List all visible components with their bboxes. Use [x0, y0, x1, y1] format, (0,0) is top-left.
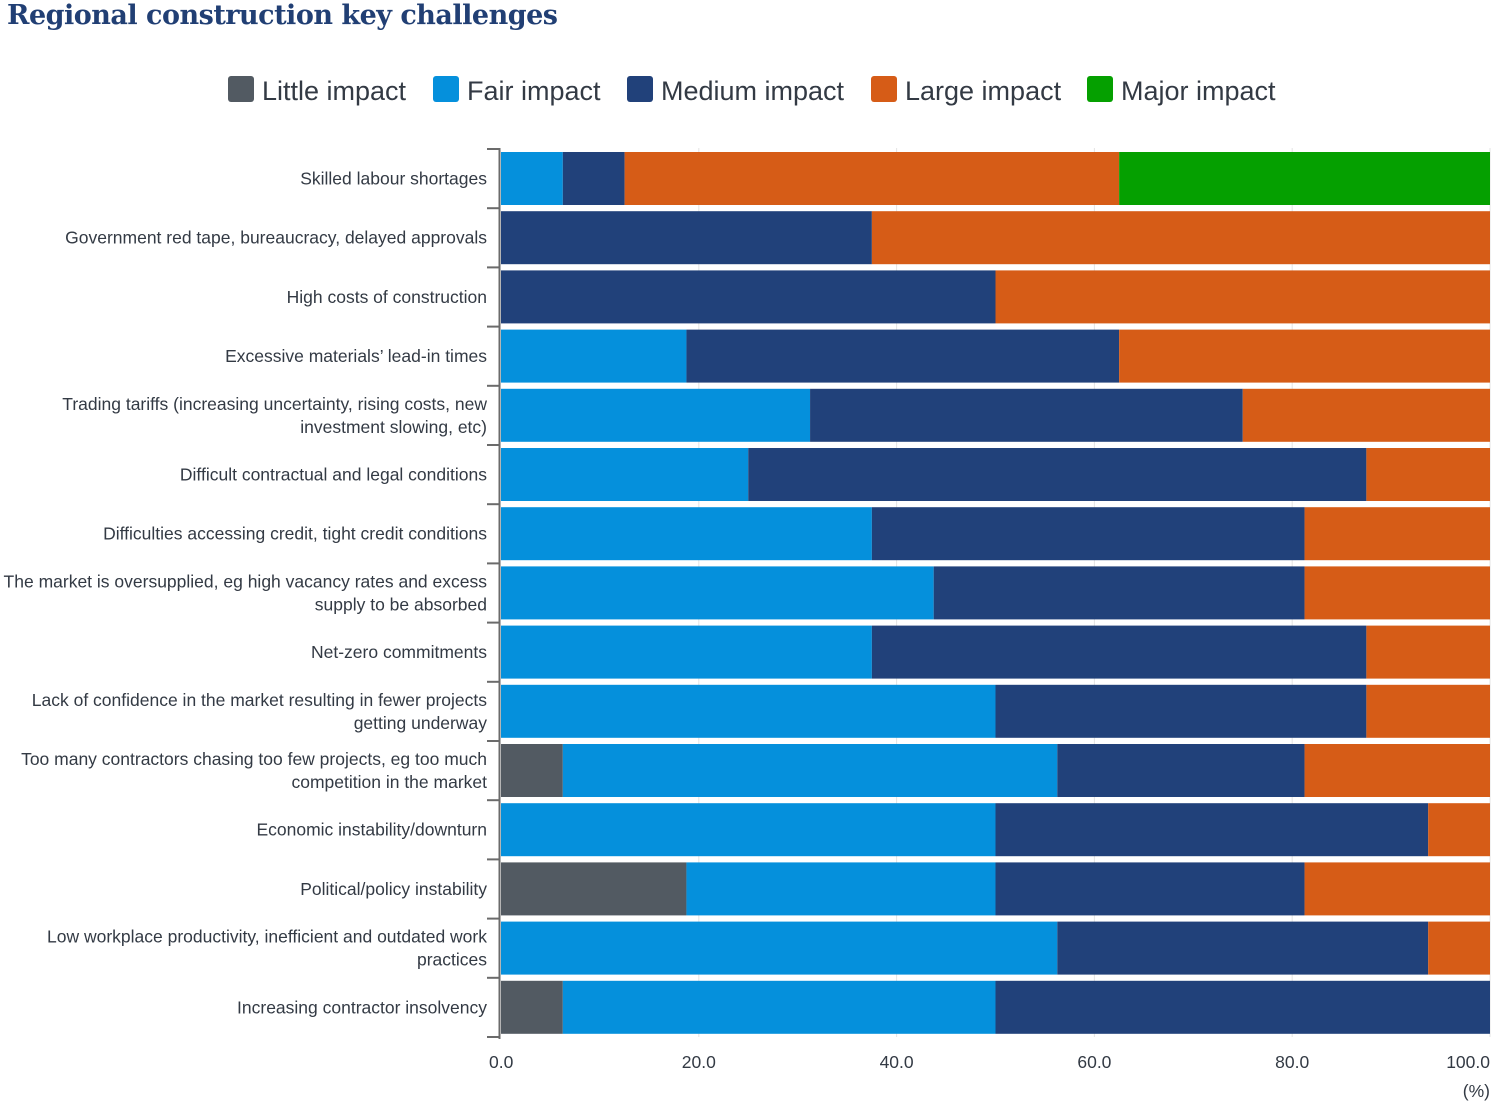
category-label: Increasing contractor insolvency [237, 997, 487, 1017]
tick-labels: 0.0 20.0 40.0 60.0 80.0 100.0 (%) [489, 1052, 1490, 1101]
category-label: Excessive materials’ lead-in times [225, 346, 487, 366]
bar-segment [995, 980, 1490, 1034]
legend-label: Major impact [1121, 76, 1276, 106]
category-labels: Skilled labour shortages Government red t… [4, 169, 488, 1018]
x-tick-label: 80.0 [1275, 1052, 1309, 1072]
bar-segment [501, 448, 749, 501]
x-tick-label: 20.0 [682, 1052, 716, 1072]
bar-segment [871, 625, 1367, 679]
bar-segment [1119, 329, 1490, 383]
bar-segment [995, 862, 1305, 916]
category-label: Too many contractors chasing too few pro… [21, 749, 487, 792]
bar-segment [1119, 152, 1490, 205]
chart-title: Regional construction key challenges [7, 0, 558, 31]
bar-segment [1428, 803, 1490, 857]
bar-segment [501, 388, 811, 442]
category-label: The market is oversupplied, eg high vaca… [4, 571, 488, 614]
legend-item[interactable]: Fair impact [433, 76, 601, 106]
bar-segment [501, 921, 1058, 975]
x-tick-label: 0.0 [489, 1052, 514, 1072]
legend-item[interactable]: Little impact [228, 76, 407, 106]
bar-segment [501, 625, 872, 679]
x-tick-label: 100.0 [1446, 1052, 1490, 1072]
category-label: Difficult contractual and legal conditio… [180, 465, 487, 485]
bar-segment [501, 566, 934, 620]
category-label: Low workplace productivity, inefficient … [47, 927, 487, 970]
category-label: Trading tariffs (increasing uncertainty,… [62, 394, 487, 437]
legend-label: Little impact [262, 76, 407, 106]
legend-label: Fair impact [467, 76, 601, 106]
bar-segment [1304, 862, 1490, 916]
category-label: Lack of confidence in the market resulti… [32, 690, 487, 733]
category-label: Difficulties accessing credit, tight cre… [103, 524, 487, 544]
bar-segment [1304, 566, 1490, 620]
axes [487, 148, 501, 1039]
legend: Little impact Fair impact Medium impact Lar… [228, 76, 1276, 106]
bar-segment [1366, 684, 1490, 738]
bar-segment [995, 684, 1367, 738]
legend-item[interactable]: Medium impact [627, 76, 845, 106]
bar-segment [1366, 625, 1490, 679]
bar-segment [562, 744, 1058, 797]
legend-swatch [871, 76, 897, 102]
bar-segment [501, 211, 872, 265]
bar-segment [1304, 507, 1490, 561]
category-label: Net-zero commitments [311, 642, 487, 662]
category-label: Government red tape, bureaucracy, delaye… [65, 228, 487, 248]
bar-segment [933, 566, 1305, 620]
bar-segment [686, 329, 1120, 383]
bar-segment [686, 862, 996, 916]
bar-segment [501, 152, 563, 205]
bar-segment [501, 980, 563, 1034]
bar-segment [501, 862, 687, 916]
bar-segment [995, 803, 1429, 857]
legend-item[interactable]: Major impact [1087, 76, 1276, 106]
bars [501, 152, 1490, 1034]
bar-segment [1057, 921, 1429, 975]
category-label: High costs of construction [287, 287, 487, 307]
x-axis-label: (%) [1463, 1081, 1490, 1101]
bar-segment [562, 980, 996, 1034]
x-tick-label: 40.0 [880, 1052, 914, 1072]
x-tick-label: 60.0 [1077, 1052, 1111, 1072]
bar-segment [1057, 744, 1305, 797]
bar-segment [501, 744, 563, 797]
legend-label: Medium impact [661, 76, 845, 106]
category-label: Economic instability/downturn [256, 820, 487, 840]
bar-segment [1242, 388, 1490, 442]
legend-swatch [1087, 76, 1113, 102]
bar-segment [871, 507, 1305, 561]
legend-swatch [228, 76, 254, 102]
bar-segment [501, 684, 996, 738]
bar-segment [1428, 921, 1490, 975]
bar-segment [501, 270, 996, 324]
bar-segment [501, 329, 687, 383]
category-label: Political/policy instability [300, 879, 487, 899]
bar-segment [562, 152, 625, 205]
legend-swatch [627, 76, 653, 102]
bar-segment [501, 507, 872, 561]
bar-segment [1304, 744, 1490, 797]
bar-segment [1366, 448, 1490, 501]
legend-swatch [433, 76, 459, 102]
legend-label: Large impact [905, 76, 1062, 106]
category-label: Skilled labour shortages [300, 169, 487, 189]
bar-segment [871, 211, 1490, 265]
legend-item[interactable]: Large impact [871, 76, 1062, 106]
bar-segment [810, 388, 1243, 442]
bar-segment [501, 803, 996, 857]
bar-segment [624, 152, 1120, 205]
bar-segment [995, 270, 1490, 324]
bar-segment [748, 448, 1367, 501]
